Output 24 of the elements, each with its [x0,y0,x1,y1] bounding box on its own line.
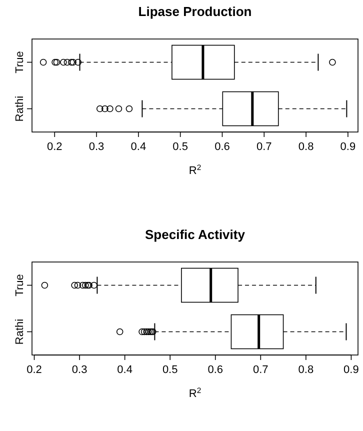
x-axis-title: R$^{2}$ [188,386,202,400]
x-tick-label: 0.3 [72,364,88,376]
y-tick-label: Rathi [14,318,26,345]
x-tick-label: 0.6 [208,364,224,376]
x-tick-label: 0.2 [46,141,62,153]
x-tick-label: 0.9 [340,141,356,153]
x-tick-label: 0.3 [88,141,104,153]
x-tick-label: 0.8 [298,141,314,153]
x-tick-label: 0.5 [162,364,178,376]
x-tick-label: 0.7 [253,364,268,376]
y-tick-label: True [14,274,26,296]
chart-title: Specific Activity [145,227,246,242]
x-tick-label: 0.7 [256,141,272,153]
y-tick-label: True [14,51,26,74]
x-tick-label: 0.4 [130,141,146,153]
x-tick-label: 0.2 [26,364,42,376]
x-axis-title: R$^{2}$ [188,162,202,177]
chart-title: Lipase Production [138,4,252,19]
x-tick-label: 0.5 [172,141,188,153]
x-tick-label: 0.9 [344,364,359,376]
y-tick-label: Rathi [14,96,26,122]
x-tick-label: 0.6 [214,141,230,153]
x-tick-label: 0.8 [298,364,314,376]
x-tick-label: 0.4 [117,364,132,376]
